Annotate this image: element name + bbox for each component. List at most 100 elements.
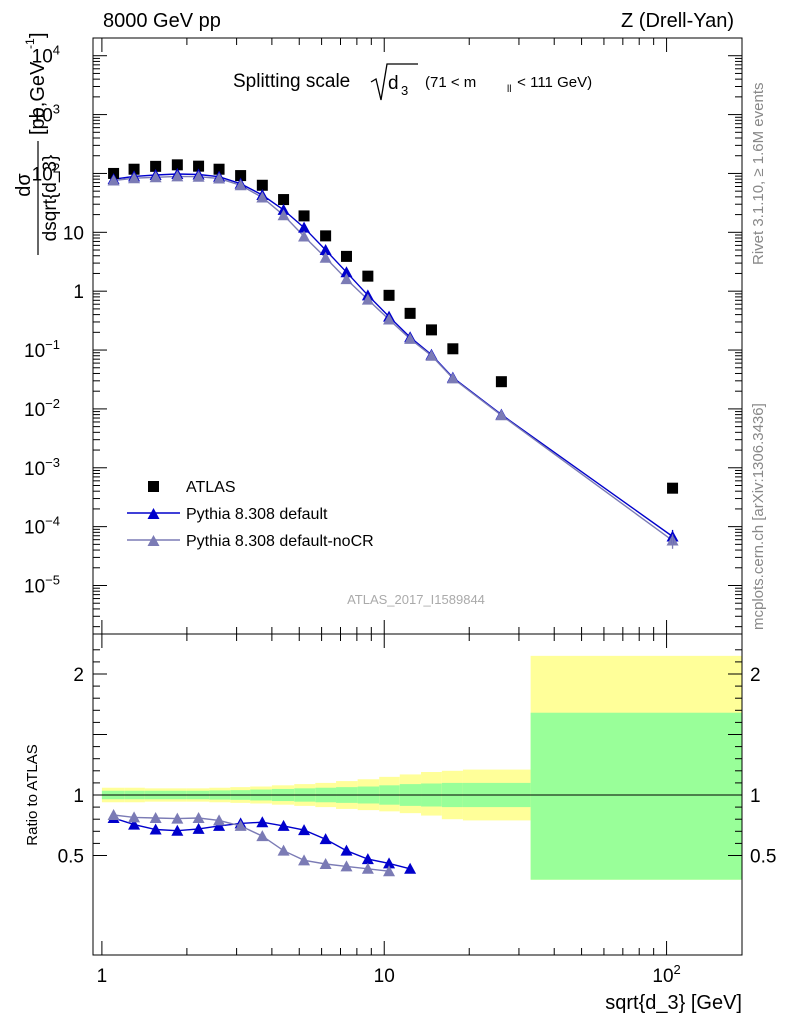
data-point-nocr bbox=[446, 372, 459, 384]
y-axis-label-denominator: dsqrt{d_3} bbox=[40, 155, 61, 242]
ratio-point-nocr bbox=[149, 811, 162, 823]
title-range-end: < 111 GeV) bbox=[513, 74, 592, 91]
y-tick-label: 10−1 bbox=[24, 337, 60, 362]
ratio-point-default bbox=[383, 857, 396, 869]
ratio-point-nocr bbox=[171, 812, 184, 824]
legend-marker-atlas bbox=[148, 481, 159, 492]
ratio-point-nocr bbox=[213, 814, 226, 826]
data-point-nocr bbox=[298, 230, 311, 242]
legend-label-default: Pythia 8.308 default bbox=[186, 506, 328, 523]
ratio-point-nocr bbox=[234, 819, 247, 831]
data-point-nocr bbox=[404, 332, 417, 344]
data-point-atlas bbox=[213, 163, 225, 175]
legend: ATLAS Pythia 8.308 default Pythia 8.308 … bbox=[127, 479, 374, 550]
ratio-point-nocr bbox=[256, 830, 269, 842]
data-point-atlas bbox=[193, 160, 205, 172]
y-tick-label: 10−2 bbox=[24, 396, 60, 421]
title-main: Splitting scale bbox=[233, 71, 350, 92]
data-point-nocr bbox=[192, 170, 205, 182]
ratio-point-default bbox=[298, 824, 311, 836]
ratio-point-nocr bbox=[361, 862, 374, 874]
data-point-nocr bbox=[107, 174, 120, 186]
data-point-atlas bbox=[447, 343, 459, 355]
data-point-atlas bbox=[495, 376, 507, 388]
x-tick-label: 102 bbox=[652, 962, 680, 987]
data-point-nocr bbox=[495, 409, 508, 421]
uncertainty-band-inner bbox=[530, 712, 742, 880]
data-point-atlas bbox=[150, 160, 162, 172]
ratio-y-tick-label: 1 bbox=[73, 786, 84, 807]
ratio-point-default bbox=[149, 823, 162, 835]
x-axis-label: sqrt{d_3} [GeV] bbox=[605, 992, 742, 1014]
data-point-atlas bbox=[278, 194, 290, 206]
data-point-atlas bbox=[320, 230, 332, 242]
data-point-nocr bbox=[128, 172, 141, 184]
data-point-default bbox=[319, 244, 332, 256]
data-point-nocr bbox=[425, 349, 438, 361]
y-tick-label: 104 bbox=[32, 43, 60, 68]
data-point-atlas bbox=[425, 324, 437, 336]
data-point-nocr bbox=[361, 293, 374, 305]
ratio-point-nocr bbox=[319, 857, 332, 869]
data-point-default bbox=[340, 266, 353, 278]
legend-label-atlas: ATLAS bbox=[186, 479, 236, 496]
analysis-watermark: ATLAS_2017_I1589844 bbox=[347, 592, 485, 607]
data-point-atlas bbox=[383, 289, 395, 301]
data-point-nocr bbox=[149, 171, 162, 183]
y-tick-label: 103 bbox=[32, 102, 60, 127]
title-d: d bbox=[388, 73, 399, 94]
ratio-point-default bbox=[128, 818, 141, 830]
x-tick-label: 1 bbox=[97, 966, 108, 987]
data-point-nocr bbox=[383, 313, 396, 325]
x-tick-label: 10 bbox=[374, 966, 395, 987]
data-point-atlas bbox=[298, 210, 310, 222]
data-point-nocr bbox=[256, 191, 269, 203]
data-point-nocr bbox=[319, 251, 332, 263]
y-tick-label: 10 bbox=[63, 223, 84, 244]
ratio-panel: 2 2 1 1 0.5 0.5 1 10 102 bbox=[58, 633, 776, 987]
data-point-atlas bbox=[362, 270, 374, 282]
ratio-point-default bbox=[256, 816, 269, 828]
data-point-atlas bbox=[128, 163, 140, 175]
rivet-version-label: Rivet 3.1.10, ≥ 1.6M events bbox=[750, 83, 767, 266]
data-point-atlas bbox=[404, 307, 416, 319]
y-axis-label: dσ dsqrt{d_3} [pb,GeV -1 ] bbox=[13, 32, 61, 255]
data-point-nocr bbox=[340, 273, 353, 285]
mcplots-label: mcplots.cern.ch [arXiv:1306.3436] bbox=[750, 403, 767, 630]
title-range: (71 < m bbox=[425, 74, 476, 91]
ratio-point-default bbox=[192, 822, 205, 834]
y-tick-label: 10−5 bbox=[24, 573, 60, 598]
ratio-point-default bbox=[171, 824, 184, 836]
ratio-y-tick-label-right: 0.5 bbox=[750, 847, 776, 868]
ratio-point-nocr bbox=[128, 811, 141, 823]
ratio-y-tick-label-right: 2 bbox=[750, 665, 761, 686]
legend-label-nocr: Pythia 8.308 default-noCR bbox=[186, 533, 374, 550]
data-point-atlas bbox=[340, 250, 352, 262]
ratio-y-axis-label: Ratio to ATLAS bbox=[24, 744, 41, 845]
y-axis-label-numerator: dσ bbox=[13, 173, 35, 197]
y-axis-label-unit: [pb,GeV bbox=[27, 61, 49, 135]
data-point-atlas bbox=[667, 482, 679, 494]
ratio-point-nocr bbox=[383, 865, 396, 877]
y-tick-label: 10−4 bbox=[24, 514, 60, 539]
ratio-point-nocr bbox=[298, 854, 311, 866]
ratio-y-tick-label: 0.5 bbox=[58, 847, 84, 868]
ratio-point-default bbox=[319, 833, 332, 845]
ratio-point-default bbox=[404, 862, 417, 874]
data-point-atlas bbox=[235, 170, 247, 182]
legend-marker-nocr bbox=[147, 535, 160, 546]
ratio-point-default bbox=[340, 844, 353, 856]
ratio-y-tick-label: 2 bbox=[73, 665, 84, 686]
ratio-point-default bbox=[361, 853, 374, 865]
title-range-sub: ll bbox=[507, 84, 511, 95]
legend-marker-default bbox=[147, 508, 160, 519]
ratio-point-nocr bbox=[192, 811, 205, 823]
data-point-nocr bbox=[277, 209, 290, 221]
y-axis-label-unit-end: ] bbox=[27, 32, 49, 38]
ratio-point-nocr bbox=[107, 808, 120, 820]
title-sqrt-sign bbox=[370, 63, 418, 101]
data-point-nocr bbox=[171, 170, 184, 182]
data-point-nocr bbox=[213, 172, 226, 184]
collision-label: 8000 GeV pp bbox=[103, 10, 221, 32]
